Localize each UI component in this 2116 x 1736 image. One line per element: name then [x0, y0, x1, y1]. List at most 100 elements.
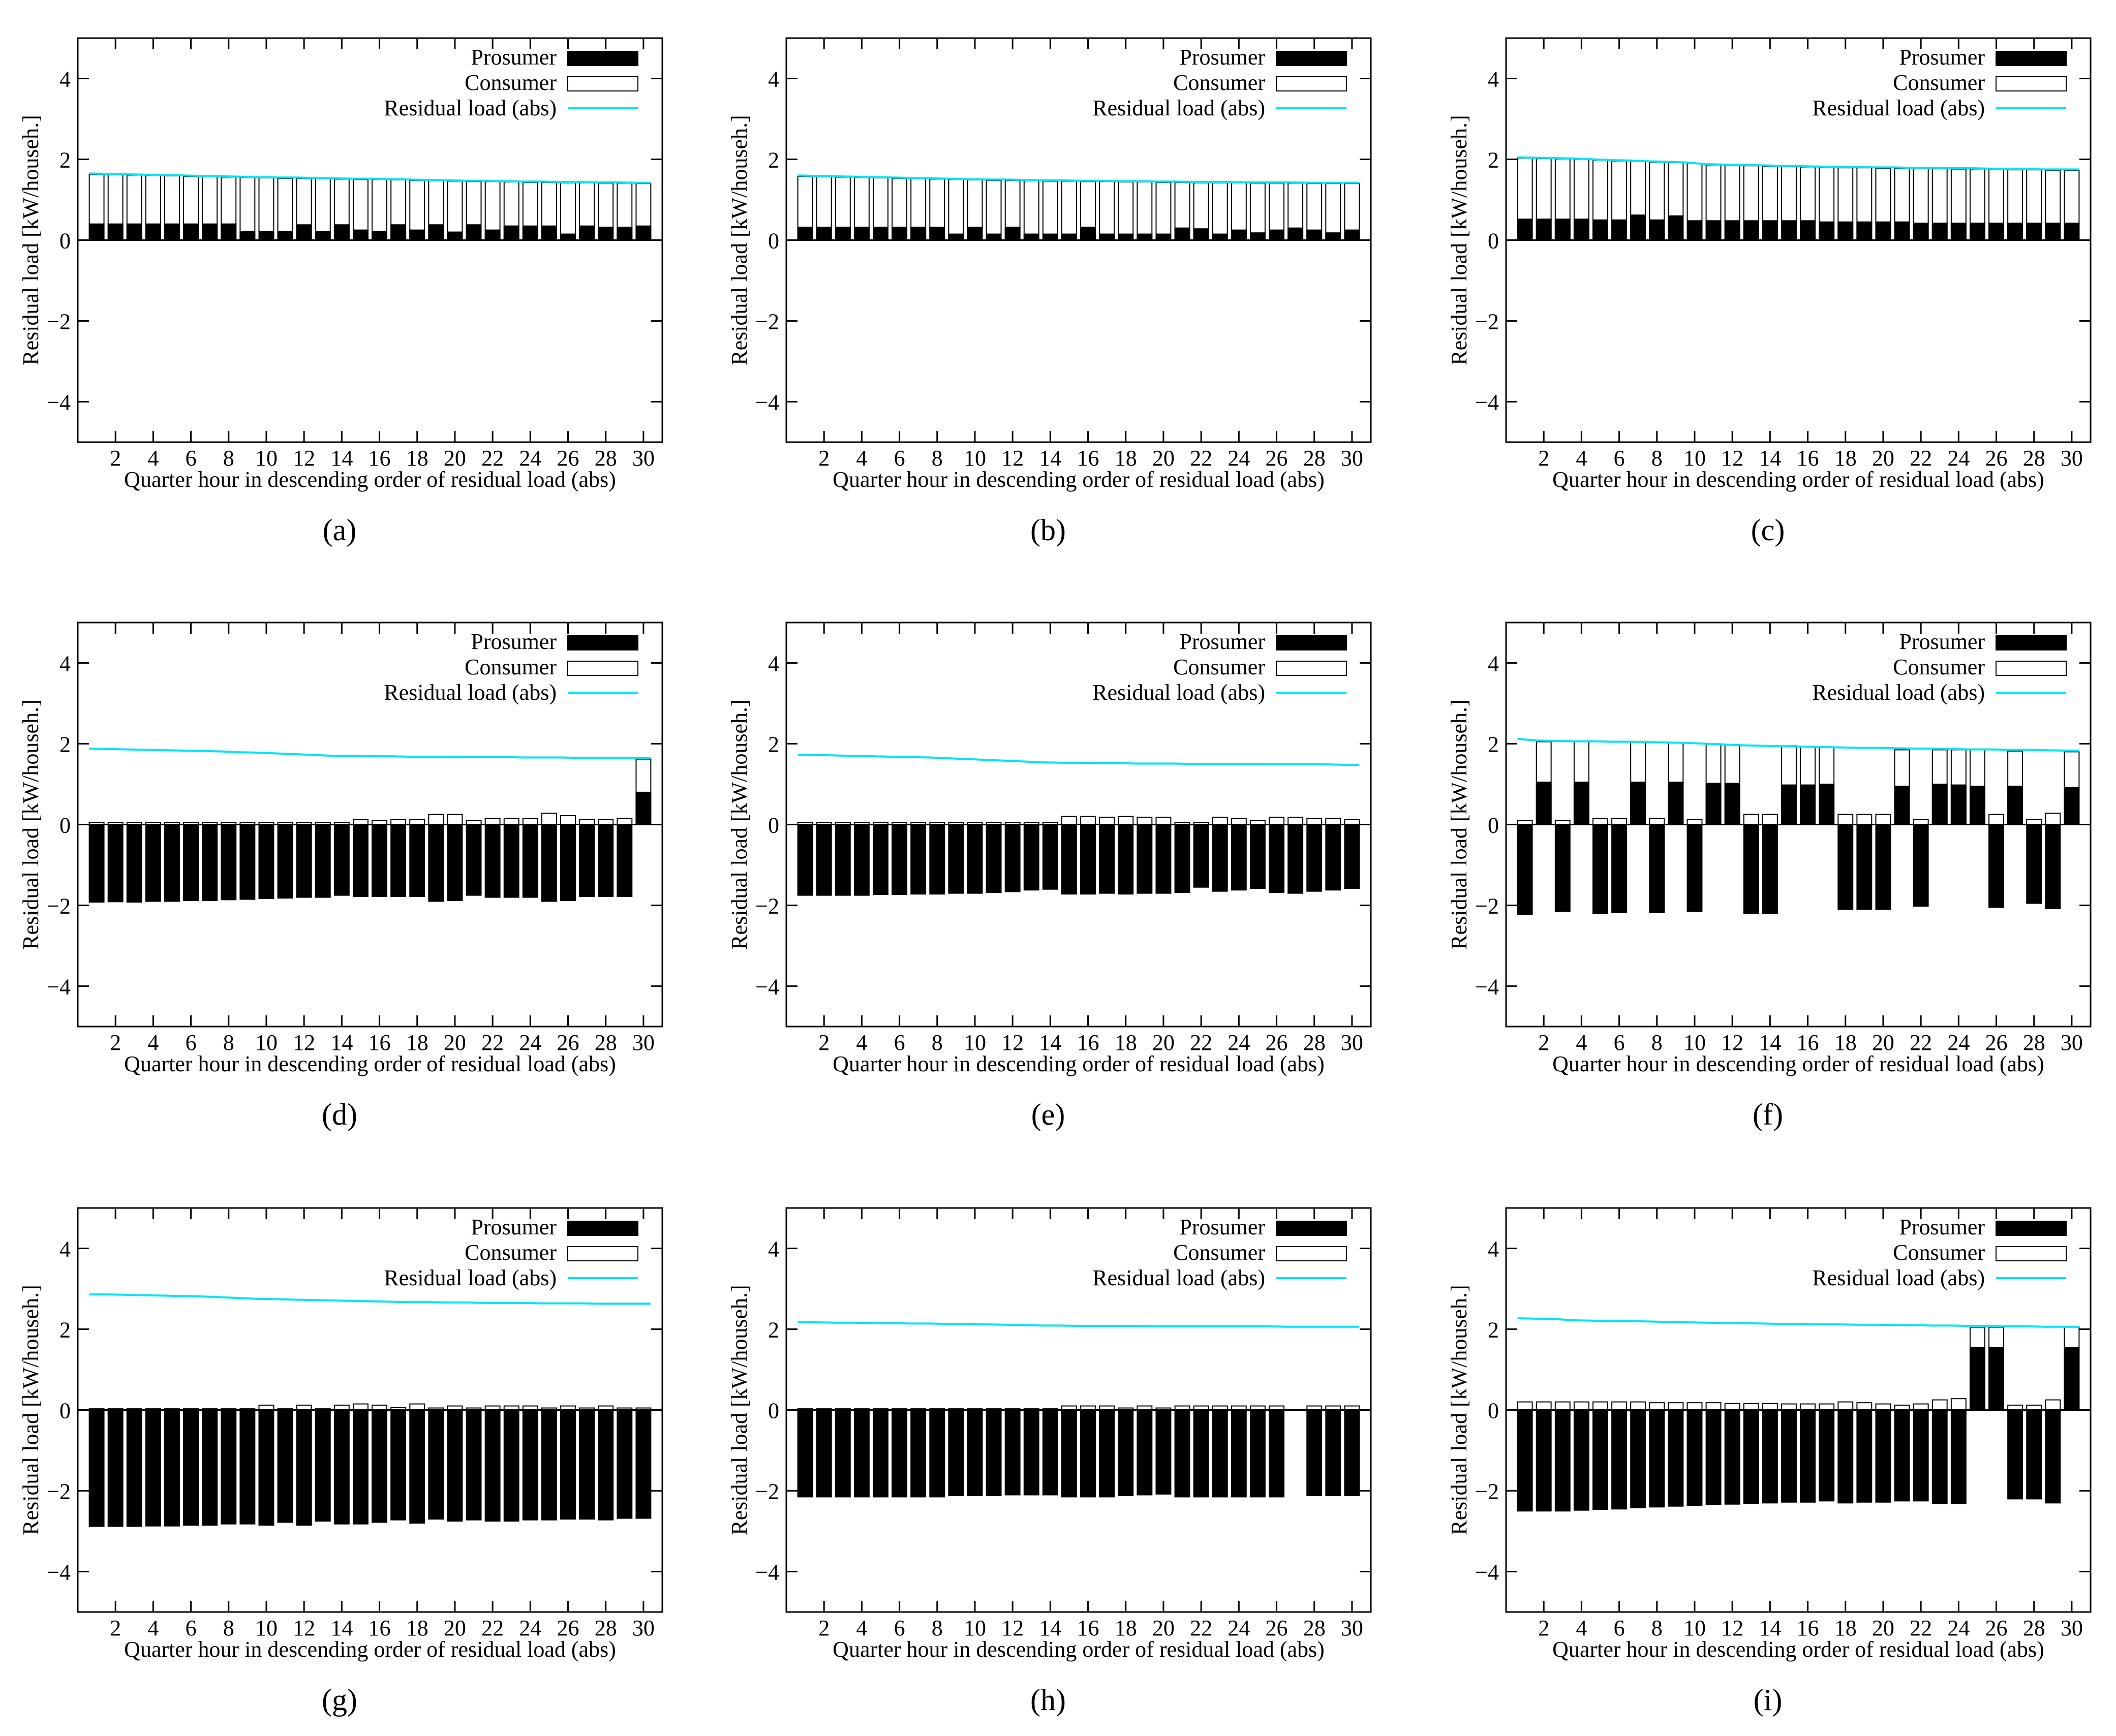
x-tick-label: 26 [1266, 446, 1288, 471]
y-tick-label: 0 [59, 229, 71, 254]
consumer-bar [1762, 814, 1778, 825]
legend-label-consumer: Consumer [465, 1240, 557, 1265]
consumer-bar [1137, 181, 1153, 241]
x-tick-label: 14 [330, 1030, 353, 1055]
legend-label-prosumer: Prosumer [471, 1215, 557, 1239]
prosumer-bar [1894, 1409, 1910, 1502]
legend-label-residual: Residual load (abs) [1092, 1265, 1265, 1290]
residual-load-line [1517, 737, 2079, 752]
prosumer-bar [2045, 1409, 2061, 1504]
prosumer-bar [1630, 782, 1646, 825]
x-tick-label: 26 [1266, 1030, 1288, 1055]
consumer-bar [1306, 818, 1323, 825]
x-tick-label: 10 [1683, 1616, 1706, 1640]
y-tick-label: 4 [59, 652, 71, 676]
prosumer-bar [221, 223, 237, 241]
consumer-bar [1325, 183, 1341, 241]
x-tick-label: 22 [1190, 446, 1212, 471]
prosumer-bar [1894, 221, 1910, 241]
x-tick-label: 26 [1985, 1616, 2008, 1640]
x-tick-label: 30 [2061, 1616, 2083, 1640]
x-tick-label: 22 [481, 1616, 504, 1640]
x-axis-title: Quarter hour in descending order of resi… [124, 467, 616, 492]
y-tick-label: 4 [1488, 652, 1499, 676]
prosumer-bar [967, 824, 983, 894]
prosumer-bar [1668, 782, 1684, 825]
prosumer-bar [873, 1409, 888, 1498]
y-axis-title: Residual load [kW/househ.] [1447, 699, 1471, 949]
prosumer-bar [1137, 233, 1153, 241]
x-tick-label: 18 [1115, 1616, 1137, 1640]
prosumer-bar [522, 1409, 538, 1521]
prosumer-bar [948, 1409, 964, 1497]
x-tick-label: 18 [406, 1030, 428, 1055]
y-tick-label: 4 [59, 1237, 71, 1262]
consumer-bar [1856, 1402, 1873, 1411]
prosumer-bar [239, 231, 256, 241]
prosumer-bar [1004, 824, 1021, 892]
prosumer-bar [1004, 1409, 1021, 1496]
panel-caption: (b) [1030, 513, 1066, 547]
prosumer-bar [1686, 220, 1703, 241]
x-tick-label: 20 [1872, 446, 1894, 471]
prosumer-bar [1573, 782, 1589, 825]
prosumer-bar [1800, 784, 1816, 825]
prosumer-bar [447, 231, 463, 241]
x-tick-label: 26 [1985, 446, 2008, 471]
consumer-bar [1137, 817, 1153, 825]
prosumer-bar [503, 1409, 519, 1522]
x-tick-label: 30 [632, 1030, 655, 1055]
prosumer-bar [1686, 824, 1703, 912]
prosumer-bar [1668, 215, 1684, 241]
consumer-bar [560, 182, 576, 241]
x-tick-label: 2 [1538, 1616, 1549, 1640]
prosumer-bar [1023, 233, 1039, 241]
prosumer-bar [1231, 1409, 1247, 1498]
x-tick-label: 2 [818, 446, 830, 471]
prosumer-bar [1969, 785, 1985, 825]
consumer-bar [541, 813, 557, 825]
prosumer-bar [1573, 1409, 1589, 1511]
x-tick-label: 16 [1077, 1030, 1099, 1055]
x-tick-label: 22 [1910, 446, 1932, 471]
y-tick-label: −2 [755, 894, 779, 919]
residual-load-line [89, 172, 651, 184]
prosumer-bar [1536, 782, 1552, 825]
prosumer-bar [409, 1409, 425, 1524]
prosumer-bar [1950, 1409, 1967, 1504]
residual-load-line [89, 748, 651, 759]
prosumer-bar [277, 231, 293, 241]
prosumer-bar [390, 224, 407, 241]
consumer-bar [617, 818, 633, 825]
legend-label-residual: Residual load (abs) [1092, 680, 1265, 705]
x-tick-label: 18 [406, 446, 428, 471]
prosumer-bar [522, 824, 538, 898]
prosumer-bar [541, 225, 557, 241]
consumer-bar [560, 815, 576, 825]
y-tick-label: 0 [1488, 229, 1499, 254]
consumer-bar [1023, 180, 1039, 241]
prosumer-bar [1174, 824, 1190, 893]
x-tick-label: 22 [1190, 1616, 1212, 1640]
y-tick-label: −2 [47, 309, 71, 334]
prosumer-bar [1099, 233, 1115, 241]
prosumer-bar [1781, 1409, 1797, 1503]
x-tick-label: 14 [1039, 446, 1061, 471]
x-tick-label: 12 [293, 446, 315, 471]
legend-swatch-consumer [1996, 661, 2067, 676]
prosumer-bar [107, 824, 124, 903]
prosumer-bar [1950, 784, 1967, 825]
prosumer-bar [1800, 1409, 1816, 1503]
residual-load-line [89, 1293, 651, 1305]
residual-load-line [798, 754, 1360, 766]
prosumer-bar [202, 223, 218, 241]
x-tick-label: 18 [1834, 1616, 1857, 1640]
x-tick-label: 20 [1152, 1030, 1175, 1055]
legend-swatch-prosumer [567, 1221, 638, 1236]
y-tick-label: −4 [1475, 390, 1499, 415]
prosumer-bar [484, 824, 501, 898]
prosumer-bar [1249, 824, 1266, 889]
prosumer-bar [239, 1409, 256, 1525]
prosumer-bar [2007, 223, 2023, 241]
